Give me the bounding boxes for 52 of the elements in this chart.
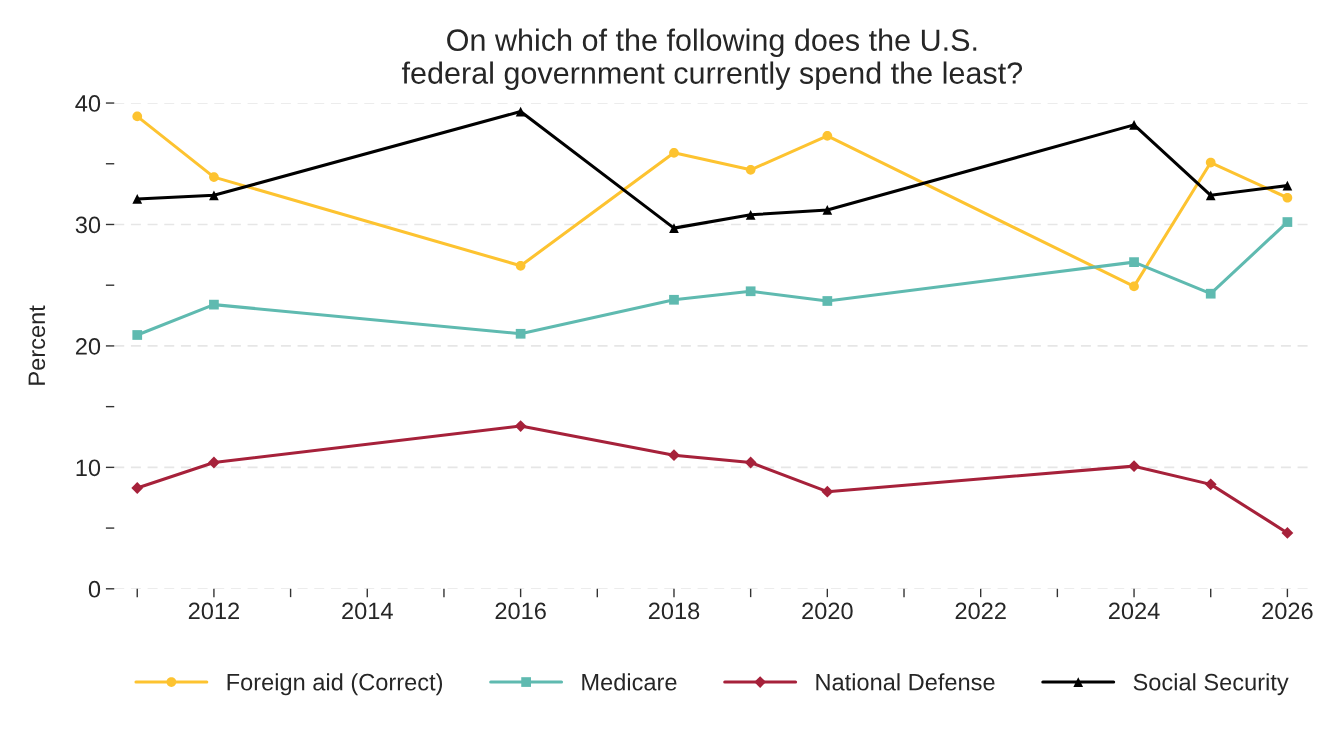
point (745, 164, 756, 175)
point (209, 299, 219, 310)
y-axis-title: Percent (28, 305, 46, 385)
y-tick-label: 0 (88, 580, 101, 598)
point (132, 194, 143, 204)
y-tick-label: 30 (75, 216, 101, 234)
point (515, 328, 526, 339)
x-tick-label: 2014 (342, 602, 393, 620)
x-tick-label: 2026 (1262, 602, 1313, 620)
x-tick-label: 2012 (188, 602, 239, 620)
point (1282, 192, 1293, 203)
x-tick-label: 2024 (1108, 602, 1160, 620)
point (515, 106, 526, 117)
point (132, 111, 143, 122)
point (132, 330, 143, 340)
point (1204, 478, 1217, 491)
point (1128, 460, 1140, 473)
y-tick-label: 40 (75, 95, 101, 112)
point (669, 294, 679, 305)
legend-label: Social Security (1133, 673, 1289, 696)
point (821, 485, 834, 498)
point (209, 172, 219, 182)
legend-label: Foreign aid (Correct) (227, 673, 443, 696)
x-tick-label: 2016 (495, 602, 546, 620)
point (822, 205, 833, 215)
point (515, 260, 526, 271)
y-tick-label: 10 (76, 459, 101, 477)
chart-title: On which of the following does the U.S. federal government currently spend the least? (401, 28, 1023, 90)
point (822, 130, 833, 141)
legend-label: Medicare (582, 673, 677, 691)
x-tick-label: 2020 (802, 602, 853, 620)
point (131, 482, 144, 494)
point (1205, 190, 1216, 201)
legend-label: National Defense (816, 673, 995, 691)
x-tick-label: 2018 (648, 602, 700, 620)
point (745, 209, 756, 220)
point (208, 456, 220, 469)
point (1129, 281, 1139, 292)
point (744, 456, 757, 469)
point (668, 449, 680, 462)
point (745, 286, 756, 297)
point (1205, 157, 1216, 168)
point (514, 420, 527, 432)
point (1129, 257, 1139, 267)
point (669, 147, 679, 158)
point (1281, 527, 1294, 539)
point (1205, 288, 1216, 299)
point (1129, 120, 1139, 130)
point (209, 190, 219, 201)
y-tick-label: 20 (75, 337, 101, 355)
x-tick-label: 2022 (955, 602, 1006, 620)
point (822, 296, 833, 306)
